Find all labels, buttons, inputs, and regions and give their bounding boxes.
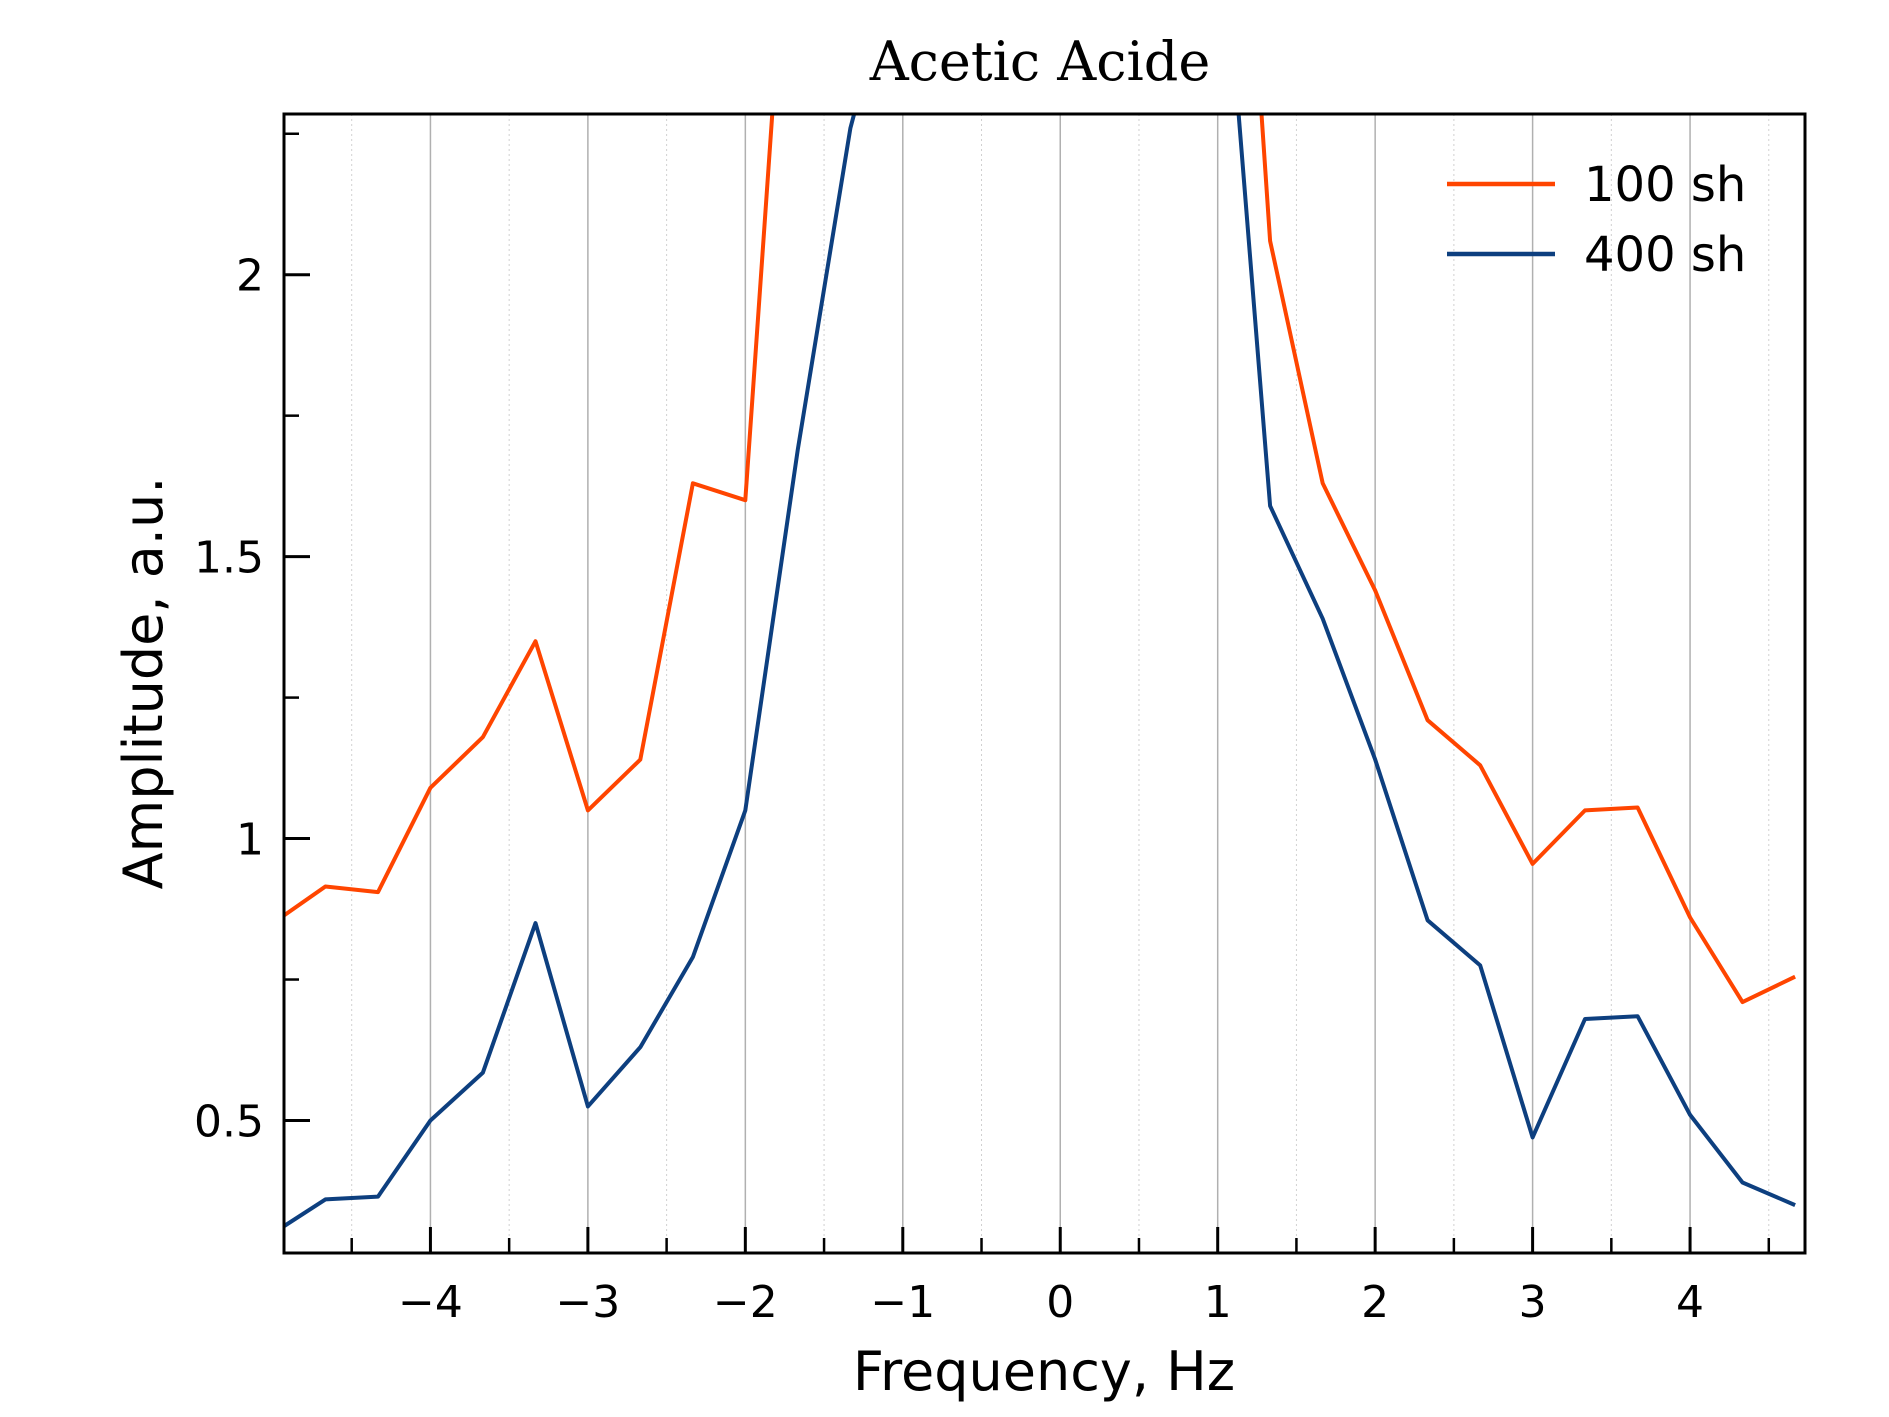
x-tick-label: 1 [1204,1277,1232,1328]
series-lines [284,114,1796,1229]
legend-label-1: 100 sh [1584,157,1746,213]
x-tick-label: 2 [1361,1277,1389,1328]
x-tick-label: −2 [713,1277,778,1328]
legend-label-2: 400 sh [1584,227,1746,283]
x-axis-label: Frequency, Hz [853,1340,1235,1403]
x-tick-label: −3 [555,1277,620,1328]
plot-frame [282,112,1807,1255]
x-tick-label: 3 [1519,1277,1547,1328]
y-axis-label: Amplitude, a.u. [112,477,175,890]
y-tick-label: 1.5 [194,533,264,584]
axis-ticks: −4 −3 −2 −1 0 1 2 3 4 0.5 1 1.5 2 [194,132,1771,1328]
x-tick-label: 0 [1046,1277,1074,1328]
chart-title: Acetic Acide [869,30,1211,93]
x-tick-label: −1 [870,1277,935,1328]
series-line-1 [284,114,1796,1005]
x-tick-label: 4 [1676,1277,1704,1328]
y-tick-label: 0.5 [194,1096,264,1147]
y-tick-label: 1 [236,815,264,866]
legend: 100 sh 400 sh [1447,157,1746,283]
grid [351,114,1770,1253]
x-tick-label: −4 [398,1277,463,1328]
series-line-2 [284,114,1796,1229]
y-tick-label: 2 [236,251,264,302]
